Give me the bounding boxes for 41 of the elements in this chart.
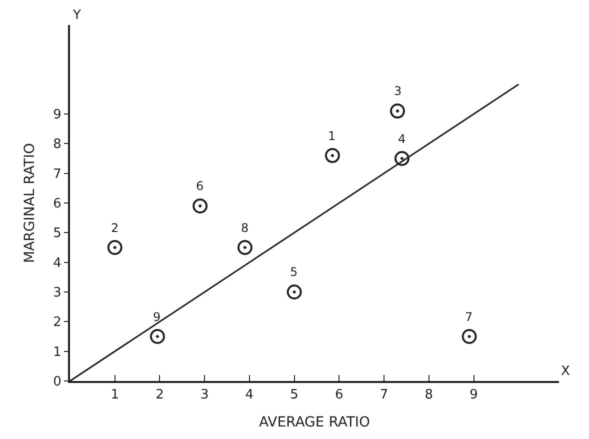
y-tick-label: 4: [53, 256, 62, 271]
annotation: 9: [153, 310, 161, 324]
annotation: 2: [111, 221, 119, 235]
text: X: [561, 364, 570, 379]
x-tick-label: 8: [424, 388, 434, 403]
point: [237, 240, 252, 255]
x-tick-label: 9: [470, 388, 478, 403]
y-tick-label: 2: [53, 315, 62, 330]
y-tick-label: 9: [53, 108, 62, 123]
annotation: 6: [196, 179, 204, 193]
annotation: 3: [394, 84, 402, 98]
x-tick-label: 1: [110, 388, 119, 403]
x-tick-label: 2: [156, 388, 164, 403]
point: [324, 148, 340, 164]
point: [394, 151, 410, 166]
y-tick-label: 5: [53, 226, 62, 242]
y-tick-label: 3: [53, 286, 62, 301]
x-tick-label: 4: [245, 388, 254, 403]
y-tick-label: 0: [53, 374, 62, 390]
annotation: 7: [465, 310, 473, 324]
x-axis-title: AVERAGE RATIO: [258, 414, 370, 430]
point: [150, 329, 165, 344]
point: [192, 198, 208, 214]
y-axis-title: MARGINAL RATIO: [22, 142, 38, 264]
annotation: 1: [328, 129, 336, 143]
y-tick-label: 1: [53, 344, 62, 360]
annotation: 8: [241, 221, 249, 235]
y-tick-label: 7: [53, 166, 62, 182]
annotation: 4: [398, 132, 406, 146]
y-tick-label: 8: [53, 137, 62, 152]
point: [390, 104, 405, 119]
point: [286, 284, 302, 300]
point: [107, 240, 122, 255]
x-tick-label: 6: [335, 388, 344, 403]
x-tick-label: 3: [200, 388, 209, 403]
text: Y: [72, 8, 81, 23]
annotation: 5: [290, 265, 298, 279]
x-tick-label: 7: [380, 388, 388, 403]
point: [462, 329, 477, 344]
y-tick-label: 6: [53, 196, 62, 212]
x-tick-label: 5: [290, 388, 298, 403]
